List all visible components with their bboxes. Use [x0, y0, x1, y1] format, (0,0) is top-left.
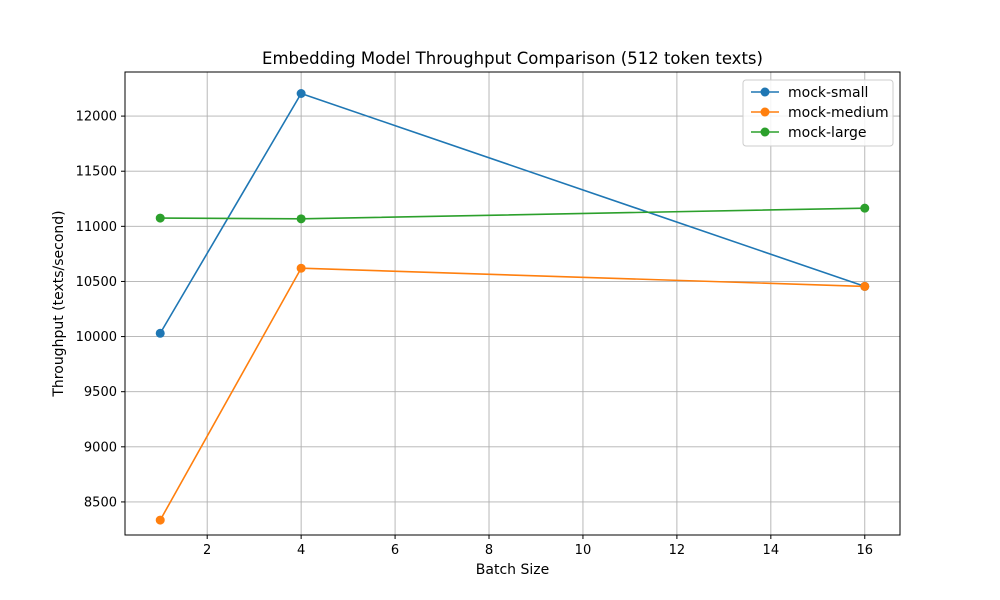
x-tick-label: 16 [856, 543, 873, 558]
legend-item: mock-large [751, 125, 867, 141]
x-tick-label: 10 [575, 543, 592, 558]
y-axis-ticks: 8500 9000 9500 10000 10500 11000 11500 12000 [76, 110, 125, 510]
legend-label: mock-medium [788, 105, 889, 121]
series-layer [155, 88, 870, 525]
data-point [860, 203, 870, 213]
data-point [296, 214, 306, 224]
legend-marker [760, 107, 770, 117]
data-point [296, 88, 306, 98]
legend: mock-small mock-medium mock-large [742, 79, 894, 147]
data-point [155, 328, 165, 338]
x-axis-label: Batch Size [476, 562, 549, 578]
legend-marker [760, 87, 770, 97]
x-tick-label: 14 [763, 543, 780, 558]
legend-marker [760, 127, 770, 137]
x-tick-label: 2 [203, 543, 211, 558]
plot-area-frame [124, 71, 901, 536]
x-tick-label: 8 [485, 543, 493, 558]
series-mock-large [155, 203, 870, 224]
y-tick-label: 11000 [76, 220, 117, 235]
y-tick-label: 11500 [76, 165, 117, 180]
chart-title: Embedding Model Throughput Comparison (5… [262, 49, 763, 68]
data-point [296, 263, 306, 273]
y-tick-label: 8500 [84, 495, 117, 510]
y-tick-label: 12000 [76, 110, 117, 125]
legend-box [742, 79, 894, 147]
grid-lines [125, 72, 900, 535]
legend-item: mock-small [751, 85, 868, 101]
data-point [155, 515, 165, 525]
legend-item: mock-medium [751, 105, 889, 121]
series-mock-medium [155, 263, 870, 525]
data-point [155, 213, 165, 223]
x-axis-ticks: 2 4 6 8 10 12 14 16 [203, 535, 873, 558]
y-tick-label: 10000 [76, 330, 117, 345]
data-point [860, 281, 870, 291]
legend-label: mock-small [788, 85, 868, 101]
x-tick-label: 6 [391, 543, 399, 558]
x-tick-label: 12 [669, 543, 686, 558]
y-tick-label: 9500 [84, 385, 117, 400]
y-tick-label: 9000 [84, 440, 117, 455]
y-tick-label: 10500 [76, 275, 117, 290]
y-axis-label: Throughput (texts/second) [51, 210, 67, 397]
x-tick-label: 4 [297, 543, 305, 558]
legend-label: mock-large [788, 125, 867, 141]
